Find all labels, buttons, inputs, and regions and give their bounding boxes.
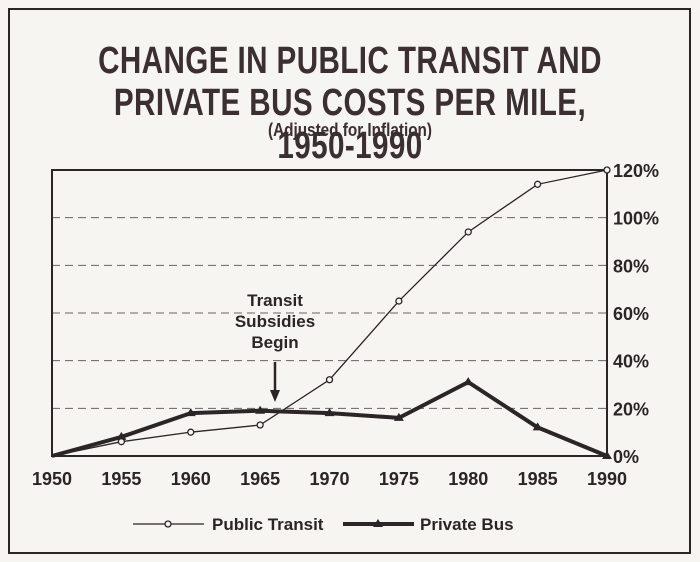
plot-area-border bbox=[51, 169, 608, 457]
private-bus-point bbox=[463, 377, 474, 386]
public-transit-point bbox=[395, 297, 403, 305]
y-tick-label: 0% bbox=[613, 447, 639, 467]
y-tick-label: 60% bbox=[613, 304, 649, 324]
legend: Public Transit Private Bus bbox=[133, 515, 514, 534]
private-bus-point bbox=[185, 408, 196, 417]
x-tick-label: 1955 bbox=[101, 469, 141, 489]
annotation-arrow-head bbox=[270, 390, 280, 402]
annotation-line-1: Transit bbox=[247, 291, 303, 310]
y-tick-label: 40% bbox=[613, 352, 649, 372]
annotation-line-2: Subsidies bbox=[235, 312, 315, 331]
public-transit-point bbox=[325, 376, 334, 384]
legend-public-transit-marker bbox=[164, 520, 172, 528]
legend-public-transit-label: Public Transit bbox=[212, 515, 324, 534]
x-axis-ticks: 1950 1955 1960 1965 1970 1975 1980 1985 1990 bbox=[32, 469, 627, 489]
annotation: Transit Subsidies Begin bbox=[235, 291, 315, 402]
y-tick-label: 120% bbox=[613, 161, 659, 181]
x-tick-label: 1960 bbox=[171, 469, 211, 489]
private-bus-point bbox=[602, 451, 612, 459]
annotation-line-3: Begin bbox=[251, 333, 298, 352]
private-bus-point bbox=[255, 405, 266, 414]
private-bus-point bbox=[393, 412, 404, 421]
x-tick-label: 1990 bbox=[587, 469, 627, 489]
x-tick-label: 1980 bbox=[448, 469, 488, 489]
y-tick-label: 80% bbox=[613, 256, 649, 276]
private-bus-point bbox=[324, 408, 335, 417]
chart-frame bbox=[8, 8, 691, 554]
series-private-bus-line bbox=[51, 380, 608, 458]
private-bus-point bbox=[532, 422, 543, 431]
y-axis-ticks: 0% 20% 40% 60% 80% 100% 120% bbox=[613, 161, 659, 467]
chart-title-line-2: PRIVATE BUS COSTS PER MILE, 1950-1990 bbox=[113, 82, 587, 167]
x-tick-label: 1985 bbox=[518, 469, 558, 489]
series-layer bbox=[51, 166, 612, 459]
chart-subtitle: (Adjusted for Inflation) bbox=[267, 120, 433, 140]
x-tick-label: 1965 bbox=[240, 469, 280, 489]
public-transit-point bbox=[117, 438, 126, 446]
legend-private-bus-marker bbox=[373, 519, 383, 527]
x-tick-label: 1950 bbox=[32, 469, 72, 489]
public-transit-point bbox=[533, 180, 542, 188]
private-bus-point bbox=[116, 431, 127, 440]
public-transit-point bbox=[603, 166, 611, 174]
public-transit-point bbox=[464, 228, 472, 236]
x-tick-label: 1975 bbox=[379, 469, 419, 489]
y-tick-label: 20% bbox=[613, 399, 649, 419]
public-transit-point bbox=[256, 421, 264, 429]
y-tick-label: 100% bbox=[613, 209, 659, 229]
chart-title-line-1: CHANGE IN PUBLIC TRANSIT AND bbox=[98, 40, 602, 82]
public-transit-point bbox=[187, 428, 195, 436]
legend-private-bus-label: Private Bus bbox=[420, 515, 514, 534]
x-tick-label: 1970 bbox=[309, 469, 349, 489]
